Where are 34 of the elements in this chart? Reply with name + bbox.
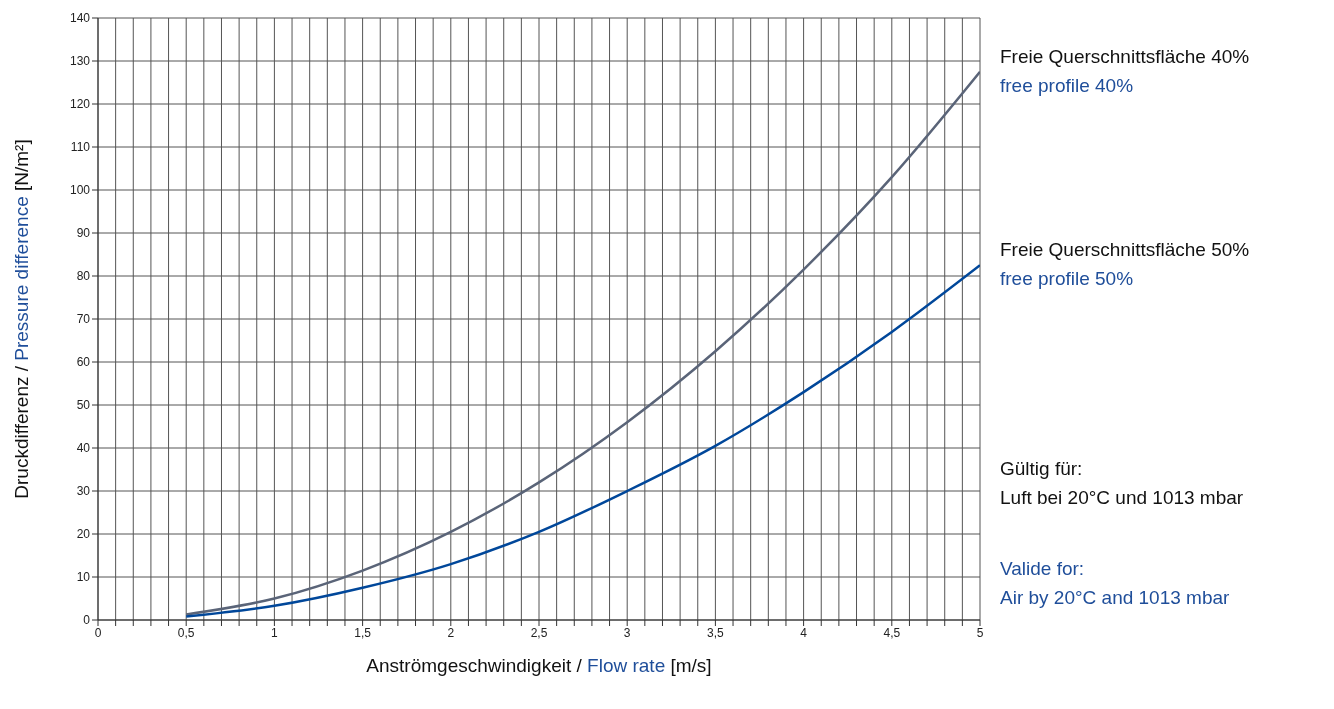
- x-tick-label: 1,5: [354, 625, 372, 640]
- text: Valide for: Air by 20°C and 1013 mbar: [1000, 557, 1230, 610]
- y-tick-label: 120: [69, 97, 91, 112]
- x-tick-label: 0: [94, 625, 102, 640]
- x-tick-label: 2: [447, 625, 455, 640]
- y-tick-label: 100: [69, 183, 91, 198]
- y-tick-label: 70: [76, 312, 91, 327]
- series-label: Freie Querschnittsfläche 50% free profile 50%: [1000, 238, 1250, 292]
- y-tick-label: 40: [76, 441, 91, 456]
- y-tick-label: 60: [76, 355, 91, 370]
- y-tick-label: 140: [69, 11, 91, 26]
- line-series: [184, 70, 980, 616]
- y-tick-label: 10: [76, 570, 91, 585]
- x-tick-label: 4: [800, 625, 808, 640]
- x-tick-label: 1: [271, 625, 279, 640]
- y-tick-label: 80: [76, 269, 91, 284]
- y-tick-label: 90: [76, 226, 91, 241]
- x-axis-title: Anströmgeschwindigkeit / Flow rate [m/s]: [366, 655, 712, 676]
- x-tick-label: 0,5: [177, 625, 195, 640]
- x-tick-label: 3,5: [707, 625, 725, 640]
- y-tick-label: 30: [76, 484, 91, 499]
- y-tick-label: 130: [69, 54, 91, 69]
- x-tick-label: 4,5: [883, 625, 901, 640]
- line-series: [184, 264, 980, 618]
- x-tick-label: 2,5: [530, 625, 548, 640]
- y-axis-title: Druckdifferenz / Pressure difference [N/m²]: [11, 139, 32, 499]
- series-label: Freie Querschnittsfläche 40% free profile 40%: [1000, 44, 1250, 98]
- y-tick-label: 110: [70, 140, 91, 155]
- y-tick-label: 0: [83, 613, 91, 628]
- y-tick-label: 50: [76, 398, 91, 413]
- y-tick-label: 20: [76, 527, 91, 542]
- x-tick-label: 3: [623, 625, 631, 640]
- text: Gültig für: Luft bei 20°C und 1013 mbar: [1000, 457, 1244, 510]
- x-tick-label: 5: [976, 625, 984, 640]
